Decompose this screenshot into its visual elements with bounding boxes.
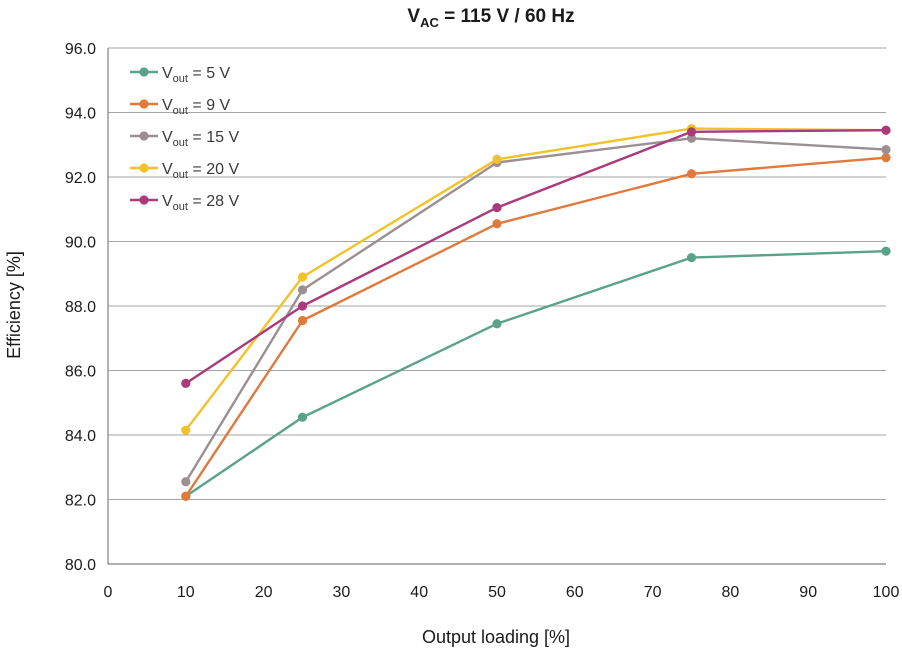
data-point xyxy=(686,133,697,143)
data-point xyxy=(686,253,697,263)
data-point xyxy=(297,285,308,295)
data-point xyxy=(297,315,308,326)
x-tick-label: 0 xyxy=(104,584,113,601)
x-tick-label: 60 xyxy=(566,584,584,601)
data-point xyxy=(686,169,697,179)
data-point xyxy=(881,246,891,256)
legend-label: Vout = 28 V xyxy=(162,193,239,213)
x-tick-label: 30 xyxy=(333,584,351,601)
y-tick-label: 90.0 xyxy=(65,235,96,252)
series-line xyxy=(184,127,887,431)
y-tick-label: 80.0 xyxy=(65,557,96,574)
y-tick-label: 94.0 xyxy=(65,106,96,123)
data-point xyxy=(297,301,308,311)
y-tick-label: 86.0 xyxy=(65,364,96,381)
legend-marker xyxy=(139,163,149,173)
legend-label: Vout = 5 V xyxy=(162,65,231,85)
data-point xyxy=(181,425,191,435)
legend-item: Vout = 9 V xyxy=(130,97,231,117)
grid xyxy=(108,47,886,565)
x-tick-label: 40 xyxy=(410,584,428,601)
series-5 xyxy=(181,125,891,388)
legend-marker xyxy=(139,99,149,109)
data-point xyxy=(881,144,891,155)
x-tick-label: 10 xyxy=(177,584,195,601)
y-tick-label: 88.0 xyxy=(65,299,96,316)
x-tick-label: 100 xyxy=(873,584,900,601)
x-tick-label: 90 xyxy=(799,584,817,601)
data-point xyxy=(492,319,502,329)
data-point xyxy=(881,153,891,163)
y-axis-label: Efficiency [%] xyxy=(4,251,24,359)
x-axis-label: Output loading [%] xyxy=(422,627,570,647)
series-2 xyxy=(181,153,891,501)
legend-item: Vout = 5 V xyxy=(130,65,231,85)
data-point xyxy=(686,127,697,137)
legend-label: Vout = 15 V xyxy=(162,129,239,149)
data-point xyxy=(492,154,502,164)
data-point xyxy=(181,477,191,487)
legend: Vout = 5 V Vout = 9 V Vout = 15 V Vout = 20… xyxy=(130,65,239,213)
series-group xyxy=(181,124,891,501)
legend-item: Vout = 15 V xyxy=(130,129,239,149)
data-point xyxy=(492,219,502,229)
series-line xyxy=(185,250,887,498)
data-point xyxy=(492,203,502,213)
data-point xyxy=(181,378,191,388)
legend-item: Vout = 28 V xyxy=(130,193,239,213)
series-4 xyxy=(181,124,891,435)
x-tick-label: 80 xyxy=(722,584,740,601)
legend-marker xyxy=(139,131,149,141)
legend-marker xyxy=(139,195,149,205)
y-tick-label: 96.0 xyxy=(65,41,96,58)
axes: 80.0 82.0 84.0 86.0 88.0 90.0 92.0 94.0 96.0 0 10 2… xyxy=(65,41,900,601)
data-point xyxy=(297,412,308,422)
series-line xyxy=(184,156,887,497)
series-1 xyxy=(181,246,891,501)
x-tick-label: 20 xyxy=(255,584,273,601)
legend-marker xyxy=(139,67,149,77)
data-point xyxy=(881,125,891,135)
legend-item: Vout = 20 V xyxy=(130,161,239,181)
y-tick-label: 92.0 xyxy=(65,170,96,187)
series-line xyxy=(185,129,887,385)
x-tick-label: 50 xyxy=(488,584,506,601)
legend-label: Vout = 20 V xyxy=(162,161,239,181)
data-point xyxy=(297,272,308,282)
y-tick-label: 82.0 xyxy=(65,493,96,510)
chart-title: VAC = 115 V / 60 Hz xyxy=(407,6,574,30)
legend-label: Vout = 9 V xyxy=(162,97,231,117)
data-point xyxy=(181,491,191,501)
y-tick-label: 84.0 xyxy=(65,428,96,445)
x-tick-label: 70 xyxy=(644,584,662,601)
